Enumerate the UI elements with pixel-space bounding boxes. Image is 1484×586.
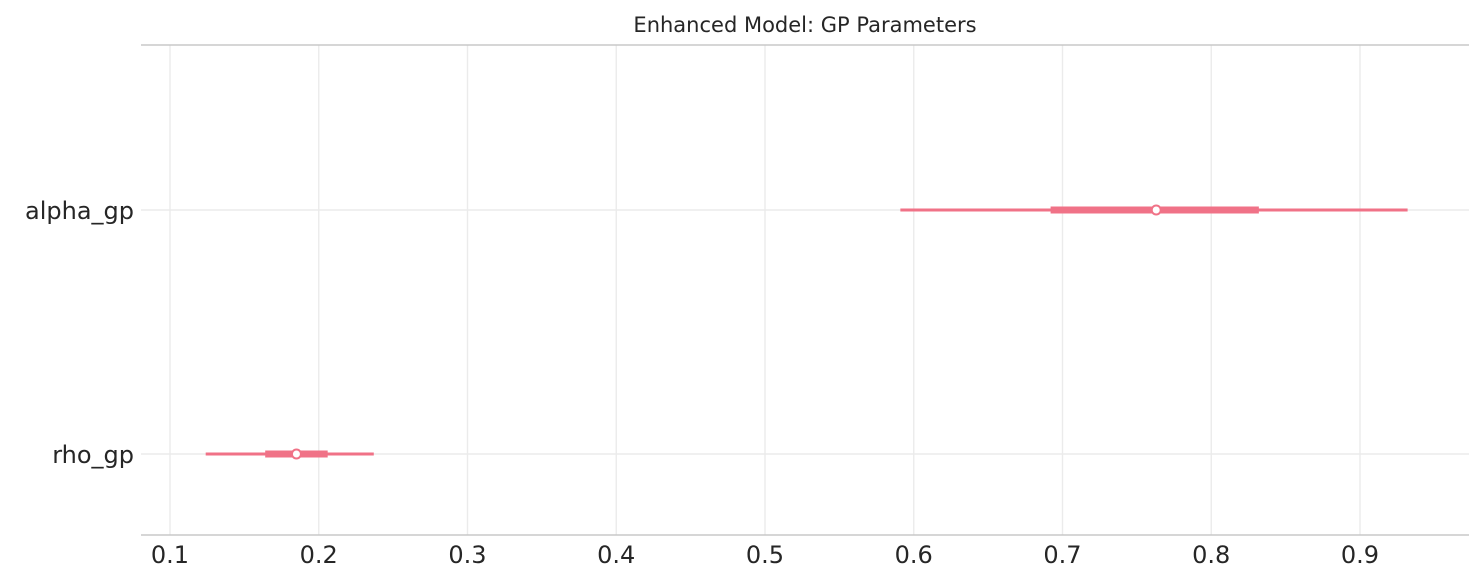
x-tick-label: 0.4 [597,541,635,569]
x-tick-label: 0.3 [448,541,486,569]
y-tick-label: alpha_gp [25,197,134,225]
x-tick-label: 0.5 [746,541,784,569]
x-tick-label: 0.2 [300,541,338,569]
y-gridlines [141,209,1469,455]
intervals [205,204,1408,460]
y-tick-label: rho_gp [52,441,134,469]
x-tick-label: 0.7 [1043,541,1081,569]
x-tick-label: 0.1 [151,541,189,569]
median-point [290,448,302,460]
x-tick-label: 0.6 [895,541,933,569]
median-point [1150,204,1162,216]
x-tick-label: 0.9 [1341,541,1379,569]
x-tick-labels: 0.1 0.2 0.3 0.4 0.5 0.6 0.7 0.8 0.9 [151,541,1379,569]
chart-title: Enhanced Model: GP Parameters [633,13,976,37]
x-gridlines [169,45,1361,535]
x-tick-label: 0.8 [1192,541,1230,569]
y-tick-labels: alpha_gp rho_gp [25,197,134,469]
